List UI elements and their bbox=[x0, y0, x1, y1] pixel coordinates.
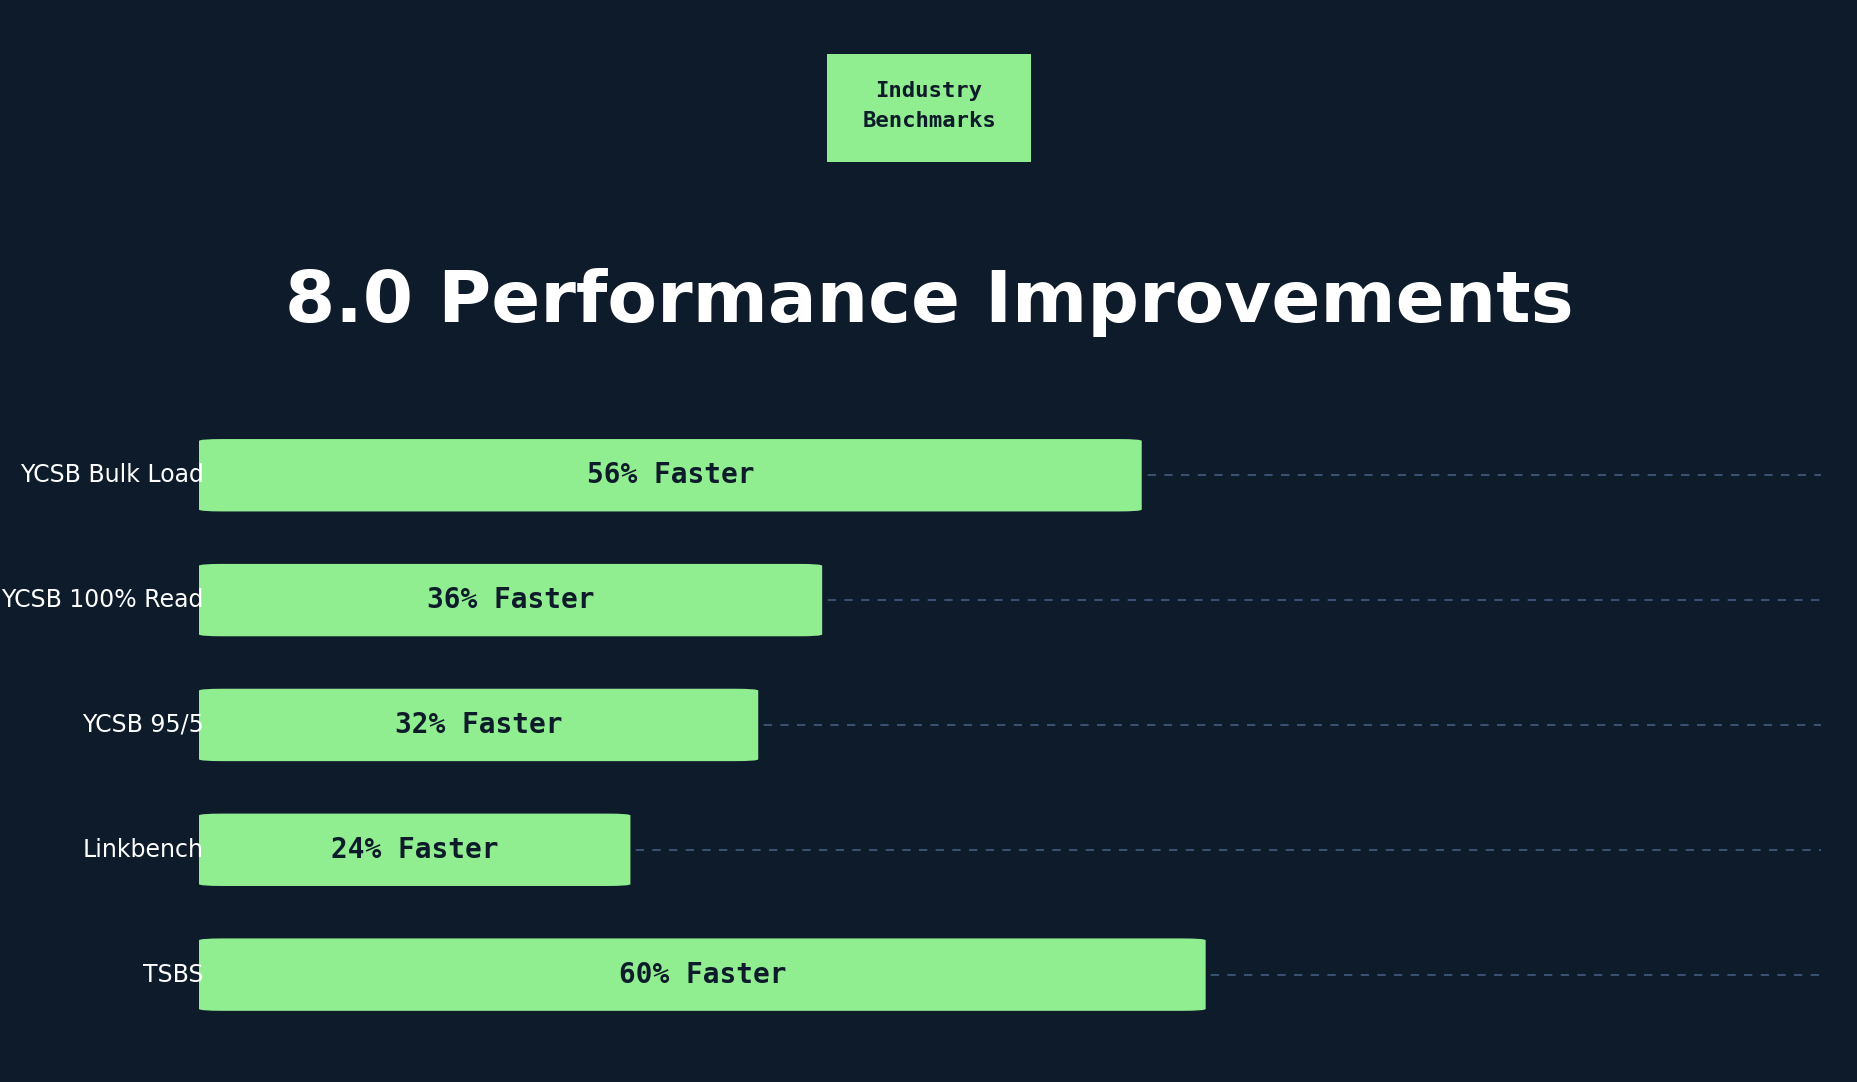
Text: YCSB 100% Read: YCSB 100% Read bbox=[2, 589, 204, 612]
Text: 56% Faster: 56% Faster bbox=[587, 461, 754, 489]
Text: 8.0 Performance Improvements: 8.0 Performance Improvements bbox=[284, 268, 1573, 338]
FancyBboxPatch shape bbox=[199, 938, 1205, 1011]
Text: YCSB 95/5: YCSB 95/5 bbox=[82, 713, 204, 737]
Text: 32% Faster: 32% Faster bbox=[396, 711, 563, 739]
FancyBboxPatch shape bbox=[199, 564, 821, 636]
FancyBboxPatch shape bbox=[199, 814, 630, 886]
Text: Industry
Benchmarks: Industry Benchmarks bbox=[862, 81, 995, 131]
FancyBboxPatch shape bbox=[806, 43, 1051, 173]
Text: Linkbench: Linkbench bbox=[84, 837, 204, 861]
FancyBboxPatch shape bbox=[199, 439, 1140, 512]
Text: TSBS: TSBS bbox=[143, 963, 204, 987]
Text: YCSB Bulk Load: YCSB Bulk Load bbox=[20, 463, 204, 487]
FancyBboxPatch shape bbox=[199, 689, 758, 761]
Text: 24% Faster: 24% Faster bbox=[331, 835, 498, 863]
Text: 60% Faster: 60% Faster bbox=[618, 961, 786, 989]
Text: 36% Faster: 36% Faster bbox=[427, 586, 594, 615]
